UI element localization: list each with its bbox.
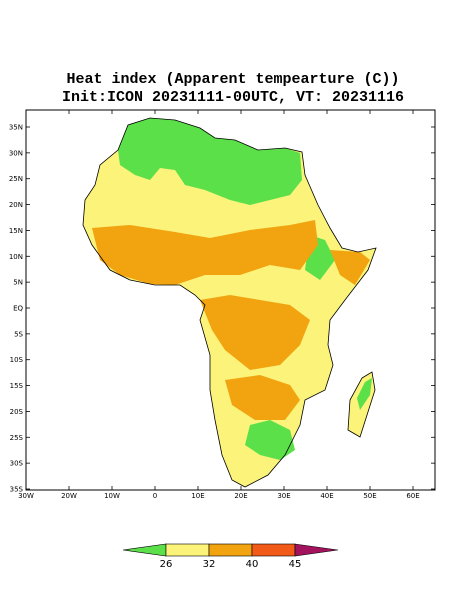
colorbar-segment: [251, 543, 296, 557]
hot-region: [92, 220, 318, 285]
lon-tick-label: 50E: [363, 492, 376, 500]
lat-tick-label: 20N: [9, 201, 23, 209]
lon-tick-label: 30E: [277, 492, 290, 500]
lat-tick-label: 5S: [14, 330, 23, 338]
lon-tick-label: 20W: [61, 492, 77, 500]
lat-tick-label: 25N: [9, 175, 23, 183]
land: [82, 117, 377, 488]
colorbar-segment: [208, 543, 253, 557]
lon-tick-label: 60E: [406, 492, 419, 500]
colorbar-segment: [165, 543, 210, 557]
colorbar-label: 32: [203, 559, 216, 570]
title-line: Init:ICON 20231111-00UTC, VT: 20231116: [62, 89, 404, 106]
lat-tick-label: 10N: [9, 253, 23, 261]
lon-tick-label: 0: [153, 492, 157, 500]
lat-tick-label: 20S: [10, 408, 24, 416]
lon-tick-label: 10W: [104, 492, 120, 500]
lat-tick-label: 25S: [10, 434, 24, 442]
madagascar-cool: [357, 378, 372, 410]
hot-region: [225, 375, 300, 420]
colorbar-arrow: [294, 543, 339, 557]
coastline: [82, 117, 377, 488]
lat-tick-label: EQ: [13, 305, 23, 313]
lat-tick-label: 30N: [9, 149, 23, 157]
lat-tick-label: 5N: [13, 279, 23, 287]
colorbar: 26 32 40 45: [122, 543, 339, 570]
lat-tick-label: 35S: [10, 486, 24, 494]
lat-tick-label: 30S: [10, 460, 24, 468]
coastline: [347, 371, 376, 438]
lon-tick-label: 10E: [191, 492, 204, 500]
cool-region: [118, 118, 302, 205]
title-line: Heat index (Apparent tempearture (C)): [66, 71, 399, 88]
cool-region: [245, 420, 295, 460]
lon-tick-label: 40E: [320, 492, 333, 500]
map: 35N 30N 25N 20N 15N 10N 5N EQ 5S 10S 15S 20S 25S 30S 3…: [9, 109, 436, 500]
lat-tick-label: 10S: [10, 356, 24, 364]
lat-tick-label: 35N: [9, 124, 23, 132]
hot-region: [330, 250, 370, 285]
lat-tick-label: 15S: [10, 382, 24, 390]
colorbar-label: 45: [289, 559, 302, 570]
lon-tick-label: 30W: [18, 492, 34, 500]
lat-tick-label: 15N: [9, 227, 23, 235]
lon-tick-label: 20E: [234, 492, 247, 500]
colorbar-label: 26: [160, 559, 173, 570]
colorbar-label: 40: [246, 559, 259, 570]
hot-region: [200, 295, 310, 370]
